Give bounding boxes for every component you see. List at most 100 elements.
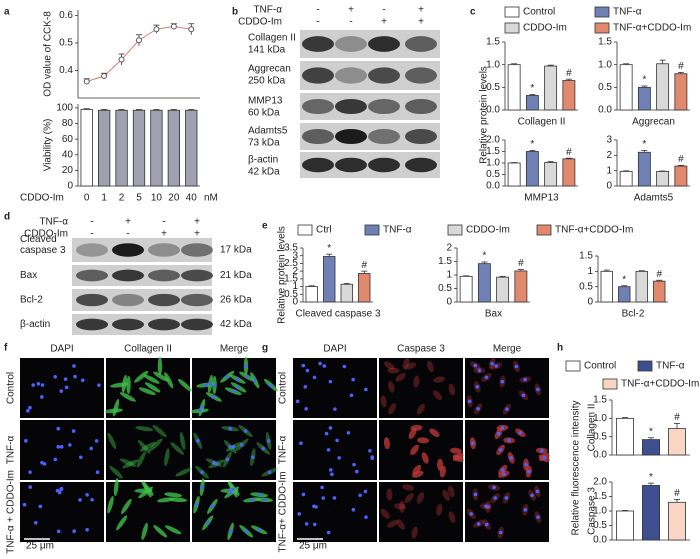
- nucleus: [505, 407, 509, 411]
- y-tick-label: 80: [62, 118, 74, 129]
- y-axis-label: Relative protein levels: [479, 66, 490, 164]
- protein-size: 42 kDa: [220, 319, 252, 330]
- cell-body: [417, 437, 430, 444]
- row-label: TNF-α: [278, 436, 289, 465]
- blot-band: [112, 269, 144, 282]
- column-title: Merge: [493, 344, 522, 355]
- nucleus: [63, 377, 68, 381]
- legend-label: TNF-α+CDDO-Im: [555, 225, 633, 236]
- bar: [496, 276, 510, 303]
- micrograph: [379, 358, 463, 418]
- cell-body: [410, 444, 419, 456]
- treatment-sign: +: [348, 5, 354, 16]
- point: [136, 37, 142, 44]
- bar: [459, 275, 473, 303]
- nucleus: [358, 493, 362, 498]
- nucleus: [351, 377, 355, 382]
- nucleus: [214, 462, 219, 466]
- nucleus: [244, 364, 248, 368]
- nucleus: [80, 378, 85, 383]
- cell-body: [380, 395, 387, 408]
- cell-body: [136, 451, 146, 468]
- cell-body: [169, 497, 188, 503]
- nucleus: [252, 378, 257, 383]
- bar: [507, 162, 521, 187]
- bar: [656, 63, 670, 111]
- nucleus: [475, 385, 480, 389]
- nucleus: [56, 445, 61, 449]
- nucleus: [368, 448, 372, 453]
- y-tick-label: 0.5: [59, 38, 73, 49]
- cell-body: [178, 378, 192, 392]
- point: [170, 23, 177, 30]
- legend-label: CDDO-Im: [523, 23, 567, 34]
- nucleus: [210, 504, 215, 509]
- nucleus: [59, 487, 63, 492]
- blot-band: [405, 98, 437, 115]
- protein-label-box: Cleaved caspase 3: [20, 234, 66, 256]
- nucleus: [22, 502, 27, 507]
- nucleus: [240, 443, 244, 447]
- nucleus: [364, 515, 368, 519]
- point: [101, 73, 108, 79]
- bar: [507, 64, 521, 111]
- micrograph: [20, 358, 104, 418]
- chart-title: MMP13: [524, 193, 559, 204]
- point: [118, 56, 125, 63]
- treatment-sign: -: [90, 217, 93, 228]
- legend-swatch: [504, 6, 520, 18]
- cell-body: [449, 447, 462, 454]
- y-tick-label: 1.0: [486, 59, 500, 70]
- bar: [618, 286, 631, 303]
- nucleus: [332, 496, 337, 500]
- treatment-sign: +: [194, 229, 200, 240]
- nucleus: [496, 431, 501, 436]
- y-tick-label: 2.0: [486, 135, 500, 146]
- blot-band: [335, 98, 367, 115]
- y-tick-label: 1.0: [486, 158, 500, 169]
- nucleus: [267, 470, 272, 474]
- significance-marker: *: [649, 426, 653, 437]
- blot-band: [368, 128, 400, 145]
- panel-label: c: [470, 7, 476, 18]
- nucleus: [477, 368, 482, 373]
- panel-label: h: [557, 343, 563, 354]
- nucleus: [328, 426, 333, 430]
- scale-label: 25 μm: [299, 541, 327, 552]
- cell-body: [152, 425, 167, 438]
- nucleus: [198, 409, 202, 413]
- y-tick-label: 0.6: [59, 10, 73, 21]
- cell-body: [427, 360, 434, 373]
- y-tick-label: 3: [292, 250, 298, 261]
- nucleus: [73, 374, 77, 379]
- legend-label: TNF-α+CDDO-Im: [621, 379, 699, 390]
- nucleus: [320, 485, 324, 490]
- nucleus: [231, 445, 236, 449]
- treatment-sign: +: [125, 217, 131, 228]
- y-axis-label: Relative fluorescence intensity: [571, 400, 582, 535]
- treatment-sign: -: [126, 229, 129, 240]
- cell-body: [141, 522, 148, 541]
- protein-size: 73 kDa: [248, 138, 280, 149]
- cell-body: [170, 442, 184, 455]
- nucleus: [301, 492, 306, 497]
- cell-body: [416, 492, 425, 504]
- nucleus: [72, 364, 76, 368]
- y-tick-label: 0.0: [486, 181, 500, 192]
- nucleus: [200, 485, 205, 489]
- y-tick-label: 1.0: [593, 413, 607, 424]
- panel-label: b: [232, 7, 238, 18]
- protein-label: Cleaved caspase 3: [20, 234, 66, 256]
- cell-body: [448, 511, 456, 523]
- legend-swatch: [594, 6, 610, 18]
- nucleus: [38, 504, 43, 509]
- y-axis-label: Viability (%): [43, 119, 54, 172]
- nucleus: [498, 530, 503, 535]
- blot-band: [148, 269, 180, 282]
- protein-size: 26 kDa: [220, 295, 252, 306]
- nucleus: [363, 489, 368, 494]
- micrograph: [192, 358, 276, 418]
- nucleus: [42, 462, 47, 466]
- bar: [115, 109, 128, 187]
- nucleus: [231, 487, 235, 492]
